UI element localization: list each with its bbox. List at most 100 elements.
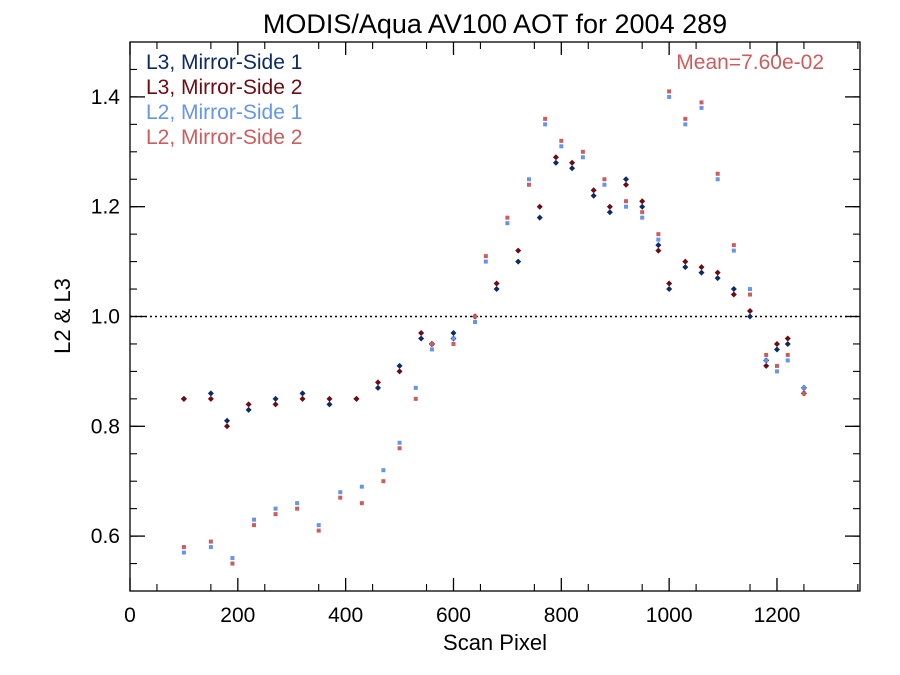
data-point bbox=[773, 340, 780, 347]
y-tick-label: 0.6 bbox=[91, 525, 120, 548]
data-point bbox=[714, 275, 721, 282]
series-2 bbox=[180, 154, 807, 430]
data-point bbox=[666, 286, 673, 293]
data-point bbox=[763, 362, 770, 369]
data-point bbox=[207, 390, 214, 397]
data-point bbox=[515, 247, 522, 254]
data-point bbox=[656, 232, 661, 237]
data-point bbox=[606, 209, 613, 216]
data-point bbox=[326, 395, 333, 402]
data-point bbox=[515, 258, 522, 265]
data-point bbox=[764, 352, 769, 357]
data-point bbox=[590, 187, 597, 194]
data-point bbox=[640, 210, 645, 215]
data-point bbox=[623, 181, 630, 188]
data-point bbox=[715, 177, 720, 182]
data-point bbox=[715, 171, 720, 176]
data-point bbox=[639, 203, 646, 210]
data-point bbox=[375, 384, 382, 391]
data-point bbox=[338, 495, 343, 500]
data-point bbox=[450, 329, 457, 336]
data-point bbox=[473, 319, 478, 324]
legend: L3, Mirror-Side 1L3, Mirror-Side 2L2, Mi… bbox=[146, 51, 302, 149]
data-point bbox=[483, 259, 488, 264]
data-point bbox=[698, 269, 705, 276]
data-point bbox=[748, 292, 753, 297]
data-point bbox=[326, 401, 333, 408]
data-point bbox=[299, 395, 306, 402]
data-point bbox=[666, 280, 673, 287]
axis-tick-labels: 0 200 400 600 800 1000 1200 0.6 0.8 1.0 1.2 1.4 bbox=[91, 86, 801, 627]
data-point bbox=[764, 358, 769, 363]
data-point bbox=[606, 203, 613, 210]
data-point bbox=[730, 286, 737, 293]
data-point bbox=[731, 243, 736, 248]
data-point bbox=[418, 335, 425, 342]
data-point bbox=[396, 368, 403, 375]
mean-annotation: Mean=7.60e-02 bbox=[676, 51, 824, 74]
data-point bbox=[580, 149, 585, 154]
data-point bbox=[801, 391, 806, 396]
data-point bbox=[493, 286, 500, 293]
data-point bbox=[359, 501, 364, 506]
data-point bbox=[180, 395, 187, 402]
legend-entry: L3, Mirror-Side 1 bbox=[146, 51, 302, 74]
data-point bbox=[397, 440, 402, 445]
series-1 bbox=[180, 159, 807, 424]
data-point bbox=[747, 313, 754, 320]
data-point bbox=[505, 221, 510, 226]
data-point bbox=[801, 385, 806, 390]
data-point bbox=[396, 362, 403, 369]
data-point bbox=[338, 490, 343, 495]
data-point bbox=[272, 395, 279, 402]
data-point bbox=[252, 523, 257, 528]
x-tick-label: 800 bbox=[544, 604, 579, 627]
data-point bbox=[624, 199, 629, 204]
data-point bbox=[273, 506, 278, 511]
data-point bbox=[640, 215, 645, 220]
data-point bbox=[536, 214, 543, 221]
data-point bbox=[493, 280, 500, 287]
series-3 bbox=[181, 94, 806, 561]
data-point bbox=[413, 396, 418, 401]
data-point bbox=[667, 94, 672, 99]
axis-ticks bbox=[129, 42, 860, 591]
data-point bbox=[526, 182, 531, 187]
data-point bbox=[295, 506, 300, 511]
data-point bbox=[208, 539, 213, 544]
data-point bbox=[483, 254, 488, 259]
data-point bbox=[230, 556, 235, 561]
x-tick-label: 400 bbox=[328, 604, 363, 627]
data-point bbox=[774, 369, 779, 374]
data-point bbox=[359, 484, 364, 489]
data-point bbox=[683, 116, 688, 121]
data-point bbox=[747, 308, 754, 315]
data-point bbox=[667, 89, 672, 94]
data-point bbox=[785, 352, 790, 357]
data-point bbox=[413, 385, 418, 390]
data-point bbox=[655, 247, 662, 254]
data-point bbox=[773, 346, 780, 353]
data-point bbox=[245, 406, 252, 413]
data-point bbox=[590, 192, 597, 199]
data-point bbox=[682, 258, 689, 265]
x-tick-label: 1200 bbox=[754, 604, 801, 627]
y-tick-label: 1.4 bbox=[91, 86, 121, 109]
data-point bbox=[714, 269, 721, 276]
data-point bbox=[381, 479, 386, 484]
data-point bbox=[730, 291, 737, 298]
legend-entry: L2, Mirror-Side 2 bbox=[146, 126, 302, 149]
data-point bbox=[273, 512, 278, 517]
data-point bbox=[505, 215, 510, 220]
data-point bbox=[245, 401, 252, 408]
data-point bbox=[682, 264, 689, 271]
data-point bbox=[224, 423, 231, 430]
data-point bbox=[418, 329, 425, 336]
data-point bbox=[473, 314, 478, 319]
data-point bbox=[208, 545, 213, 550]
data-point bbox=[252, 517, 257, 522]
data-point bbox=[655, 242, 662, 249]
data-point bbox=[272, 401, 279, 408]
data-point bbox=[580, 155, 585, 160]
